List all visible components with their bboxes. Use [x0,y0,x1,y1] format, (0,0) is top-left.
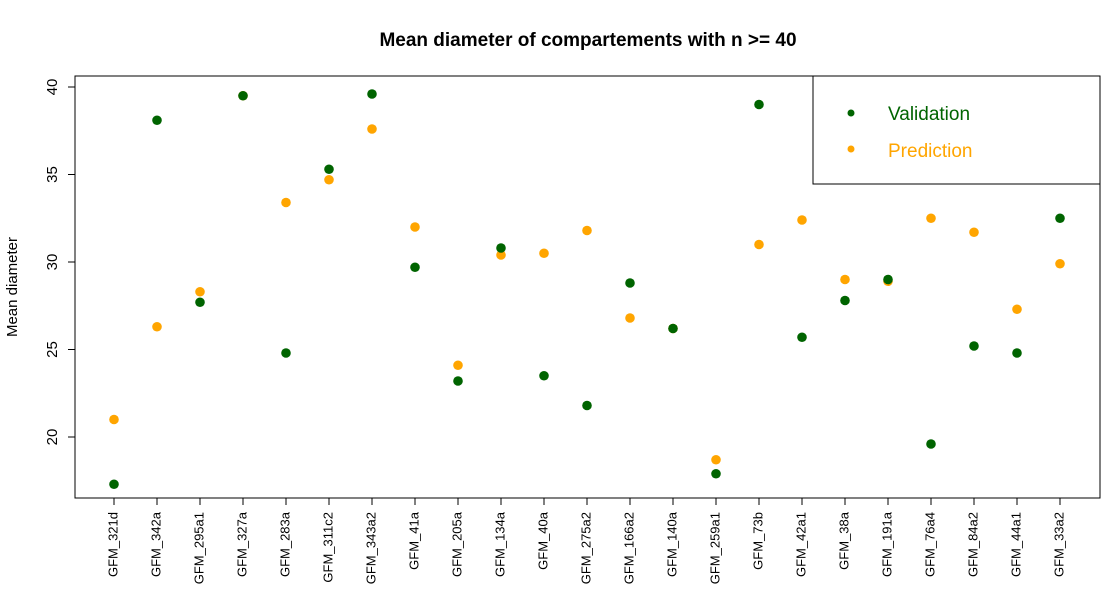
x-tick-label: GFM_191a [879,511,894,577]
point-prediction [281,197,291,208]
point-prediction [324,174,334,185]
x-tick-label: GFM_33a2 [1051,512,1066,577]
point-validation [152,115,162,126]
y-tick-label: 30 [44,254,61,271]
y-tick-label: 40 [44,79,61,96]
x-tick-label: GFM_327a [234,511,249,577]
legend-marker-prediction [847,145,855,153]
point-prediction [539,248,549,259]
y-tick-label: 20 [44,429,61,446]
x-tick-label: GFM_44a1 [1008,512,1023,577]
x-tick-label: GFM_166a2 [621,512,636,584]
y-axis: 20 25 30 35 40 [44,79,75,446]
point-validation [625,278,635,288]
point-validation [969,341,979,351]
point-prediction [152,321,162,332]
point-prediction [840,274,850,285]
x-tick-label: GFM_205a [449,511,464,577]
x-tick-label: GFM_342a [148,511,163,577]
x-tick-label: GFM_76a4 [922,512,937,577]
x-tick-label: GFM_84a2 [965,512,980,577]
point-prediction [926,213,936,224]
point-validation [582,400,592,411]
x-tick-label: GFM_311c2 [320,512,335,583]
point-prediction [109,414,119,425]
x-axis: GFM_321d GFM_342a GFM_295a1 GFM_327a GFM_283… [105,498,1066,584]
point-validation [1012,348,1022,358]
point-validation [711,468,721,479]
point-validation [883,274,893,285]
point-validation [539,370,549,381]
legend: Validation Prediction [812,75,1101,185]
point-validation [754,99,764,110]
point-prediction [410,222,420,232]
point-prediction [367,124,377,134]
series-validation [109,89,1065,490]
y-tick-label: 25 [44,341,61,358]
point-prediction [1012,304,1022,315]
point-validation [281,348,291,358]
x-tick-label: GFM_73b [750,512,765,570]
point-validation [453,376,463,386]
point-validation [324,164,334,175]
point-prediction [625,313,635,323]
point-validation [668,323,678,334]
point-validation [195,297,205,308]
legend-marker-validation [847,109,855,117]
point-prediction [195,286,205,297]
point-validation [496,243,506,253]
point-validation [840,295,850,306]
x-tick-label: GFM_321d [105,512,120,577]
point-validation [367,89,377,99]
point-validation [410,262,420,273]
legend-box [812,75,1101,185]
x-tick-label: GFM_41a [406,511,421,570]
point-validation [109,479,119,490]
x-tick-label: GFM_134a [492,511,507,577]
point-validation [1055,213,1065,224]
point-validation [238,90,248,101]
point-prediction [797,215,807,225]
legend-label-prediction: Prediction [888,141,973,162]
point-validation [797,332,807,343]
point-prediction [453,360,463,371]
point-prediction [754,239,764,250]
x-tick-label: GFM_140a [664,511,679,577]
x-tick-label: GFM_42a1 [793,512,808,577]
y-axis-label: Mean diameter [4,237,21,337]
x-tick-label: GFM_40a [535,511,550,570]
x-tick-label: GFM_283a [277,511,292,577]
chart-title: Mean diameter of compartements with n >=… [379,30,796,51]
data-points [109,89,1065,490]
x-tick-label: GFM_343a2 [363,512,378,584]
point-prediction [969,227,979,238]
legend-label-validation: Validation [888,104,970,125]
y-tick-label: 35 [44,166,61,183]
x-tick-label: GFM_295a1 [191,512,206,584]
x-tick-label: GFM_259a1 [707,512,722,584]
point-prediction [496,250,506,260]
x-tick-label: GFM_38a [836,511,851,570]
point-prediction [711,454,721,465]
x-tick-label: GFM_275a2 [578,512,593,584]
point-prediction [1055,258,1065,269]
point-validation [926,439,936,449]
point-prediction [582,225,592,236]
